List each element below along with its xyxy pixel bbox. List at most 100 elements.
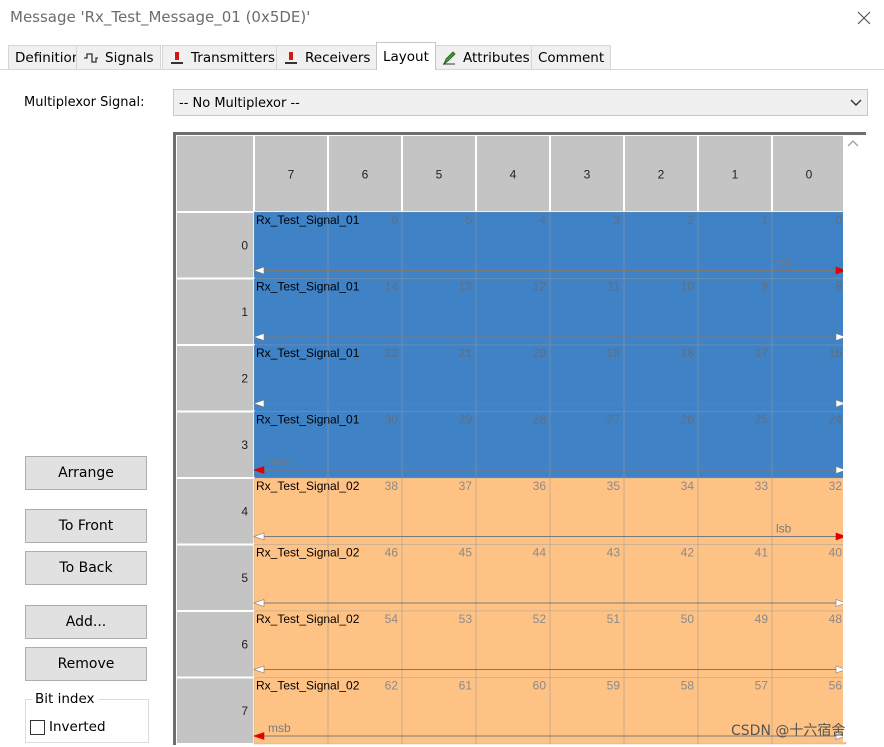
bit-number-label: 58	[681, 679, 695, 693]
bit-number-label: 45	[459, 546, 473, 560]
bit-number-label: 37	[459, 479, 473, 493]
bit-number-label: 5	[465, 213, 472, 227]
tab-comment[interactable]: Comment	[531, 45, 612, 69]
bit-number-label: 19	[607, 346, 621, 360]
byte-header-label: 3	[241, 438, 248, 452]
tab-transmitters[interactable]: Transmitters	[162, 45, 283, 69]
tab-definition[interactable]: Definition	[8, 45, 88, 69]
signal-name-label: Rx_Test_Signal_01	[256, 413, 360, 427]
msb-label: msb	[268, 455, 291, 469]
arrange-label: Arrange	[58, 465, 114, 481]
bit-number-label: 30	[385, 413, 399, 427]
add-label: Add...	[65, 614, 107, 630]
bit-header-cell	[253, 135, 329, 213]
to-front-button[interactable]: To Front	[25, 509, 147, 543]
bit-number-label: 44	[533, 546, 547, 560]
span-end-arrow-icon	[835, 599, 847, 607]
bit-number-label: 22	[385, 346, 399, 360]
layout-grid[interactable]: 7 6 5 4 3 2 1 0 0 Rx_Test_Signal_01 6 5 4 3 2 1 0 lsb 1 Rx_…	[173, 132, 866, 745]
vertical-scrollbar[interactable]	[843, 135, 863, 742]
signal-name-label: Rx_Test_Signal_01	[256, 280, 360, 294]
bit-header-cell	[401, 135, 477, 213]
span-start-arrow-icon	[253, 665, 265, 674]
close-button[interactable]	[844, 0, 884, 36]
span-start-arrow-icon	[253, 266, 265, 275]
tab-label: Definition	[15, 49, 81, 66]
bit-number-label: 14	[385, 280, 399, 294]
tab-label: Comment	[538, 49, 605, 66]
msb-arrow-icon	[253, 732, 265, 740]
attributes-pencil-icon	[443, 50, 456, 65]
arrange-button[interactable]: Arrange	[25, 456, 147, 490]
tab-divider	[0, 69, 884, 70]
bit-number-label: 50	[681, 612, 695, 626]
signal-name-label: Rx_Test_Signal_02	[256, 679, 360, 693]
multiplexor-label: Multiplexor Signal:	[24, 95, 145, 110]
bit-number-label: 36	[533, 479, 547, 493]
multiplexor-select[interactable]: -- No Multiplexor --	[173, 89, 868, 116]
byte-header-label: 1	[241, 305, 248, 319]
bit-number-label: 10	[681, 280, 695, 294]
bit-number-label: 4	[539, 213, 546, 227]
remove-button[interactable]: Remove	[25, 647, 147, 681]
bit-number-label: 6	[391, 213, 398, 227]
bit-number-label: 27	[607, 413, 621, 427]
tab-layout[interactable]: Layout	[376, 42, 436, 70]
span-end-arrow-icon	[835, 732, 847, 740]
watermark-text: CSDN @十六宿舍	[731, 723, 846, 739]
msb-arrow-icon	[253, 466, 265, 474]
byte-header-cell	[176, 543, 255, 612]
byte-header-label: 0	[241, 238, 248, 252]
msb-label: msb	[268, 721, 291, 735]
bit-number-label: 48	[829, 612, 843, 626]
tab-signals[interactable]: Signals	[76, 45, 161, 69]
bit-number-label: 11	[608, 280, 621, 294]
lsb-arrow-icon	[835, 266, 847, 275]
bit-number-label: 33	[755, 479, 769, 493]
to-front-label: To Front	[58, 518, 114, 534]
bit-header-label: 0	[806, 168, 813, 182]
multiplexor-value: -- No Multiplexor --	[179, 96, 300, 111]
byte-header-label: 7	[241, 704, 248, 718]
bit-number-label: 25	[755, 413, 769, 427]
span-end-arrow-icon	[835, 466, 847, 474]
signals-icon	[84, 52, 98, 63]
byte-header-label: 4	[241, 504, 248, 518]
span-start-arrow-icon	[253, 333, 265, 341]
bit-number-label: 21	[459, 346, 473, 360]
lsb-arrow-icon	[835, 532, 847, 541]
bit-header-label: 5	[436, 168, 443, 182]
bit-number-label: 42	[681, 546, 695, 560]
bit-number-label: 20	[533, 346, 547, 360]
inverted-checkbox[interactable]	[30, 720, 45, 735]
span-end-arrow-icon	[835, 333, 847, 341]
bit-number-label: 34	[681, 479, 695, 493]
bit-number-label: 54	[385, 612, 399, 626]
bit-number-label: 57	[755, 679, 769, 693]
bit-number-label: 35	[607, 479, 621, 493]
bit-number-label: 41	[755, 546, 769, 560]
byte-header-label: 5	[241, 571, 248, 585]
bit-number-label: 17	[755, 346, 769, 360]
to-back-button[interactable]: To Back	[25, 551, 147, 585]
tab-label: Layout	[383, 48, 429, 65]
bit-number-label: 52	[533, 612, 547, 626]
bit-number-label: 13	[459, 280, 473, 294]
close-icon	[857, 11, 871, 25]
bit-number-label: 28	[533, 413, 547, 427]
tab-receivers[interactable]: Receivers	[276, 45, 378, 69]
tab-attributes[interactable]: Attributes	[434, 45, 537, 69]
title-bar: Message 'Rx_Test_Message_01 (0x5DE)'	[0, 0, 884, 36]
scroll-up-icon[interactable]	[845, 138, 861, 150]
signal-name-label: Rx_Test_Signal_02	[256, 546, 360, 560]
add-button[interactable]: Add...	[25, 605, 147, 639]
transmitter-pin-icon	[171, 51, 183, 64]
bit-number-label: 26	[681, 413, 695, 427]
lsb-label: lsb	[776, 522, 792, 536]
bit-number-label: 8	[835, 280, 842, 294]
bit-header-label: 6	[362, 168, 369, 182]
bit-number-label: 29	[459, 413, 473, 427]
tab-label: Signals	[105, 49, 154, 66]
tab-label: Attributes	[463, 49, 530, 66]
